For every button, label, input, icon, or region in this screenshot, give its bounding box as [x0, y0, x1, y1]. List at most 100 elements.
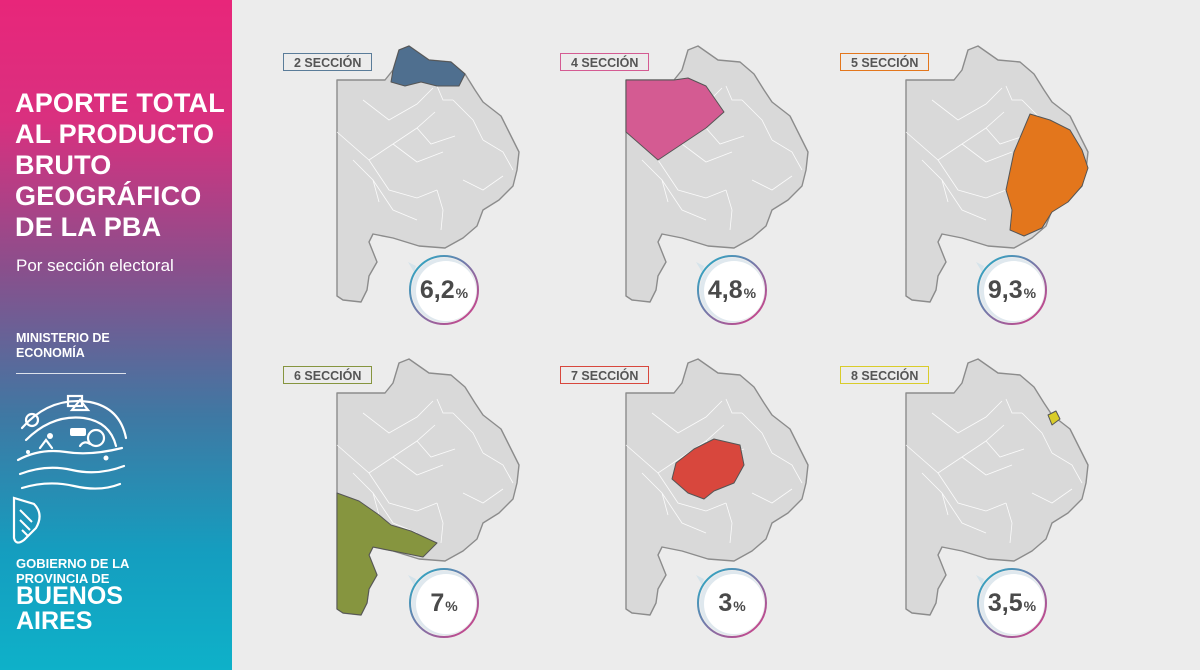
value-badge: 3%: [694, 565, 770, 641]
section-tag: 4 SECCIÓN: [560, 53, 650, 71]
badge-inner-circle: [416, 261, 476, 321]
map-shape: [625, 358, 809, 616]
badge-pointer: [408, 575, 416, 585]
section-value: 7: [430, 588, 445, 617]
highlighted-section: [671, 438, 745, 500]
badge-text: 9,3%: [974, 252, 1050, 328]
province-name: BUENOS AIRES: [16, 584, 123, 634]
badge-outer-ring: [977, 568, 1047, 638]
section-label: 7 SECCIÓN: [571, 369, 639, 383]
value-badge: 6,2%: [406, 252, 482, 328]
badge-outer-ring: [409, 255, 479, 325]
badge-text: 6,2%: [406, 252, 482, 328]
badge-ring: [696, 568, 767, 638]
province-map: [625, 358, 809, 616]
badge-pointer: [976, 262, 984, 272]
badge-pointer: [696, 262, 704, 272]
highlighted-section: [390, 45, 466, 87]
badge-inner-circle: [984, 261, 1044, 321]
badge-ring: [408, 255, 479, 325]
title-line: APORTE TOTAL: [15, 88, 225, 118]
badge-inner-circle: [416, 574, 476, 634]
map-shape: [905, 358, 1089, 616]
map-shape: [625, 45, 809, 303]
section-value: 4,8: [707, 275, 743, 304]
government-line: GOBIERNO DE LA: [16, 556, 130, 571]
map-shape: [336, 45, 520, 303]
section-tag: 6 SECCIÓN: [283, 366, 373, 384]
highlighted-section: [625, 77, 725, 161]
district-lines: [905, 398, 1083, 544]
section-label: 4 SECCIÓN: [571, 56, 639, 70]
title-line: BRUTO: [15, 150, 112, 180]
value-badge: 3,5%: [974, 565, 1050, 641]
map-shape: [336, 358, 520, 616]
ministry-label: MINISTERIO DE ECONOMÍA: [16, 331, 156, 361]
badge-outer-ring: [977, 255, 1047, 325]
province-map: [625, 45, 809, 303]
government-line: PROVINCIA DE: [16, 571, 110, 586]
map-shape: [905, 45, 1089, 303]
badge-ring: [976, 568, 1047, 638]
percent-unit: %: [455, 285, 469, 301]
section-value: 6,2: [419, 275, 455, 304]
percent-unit: %: [1023, 285, 1037, 301]
badge-ring: [696, 255, 767, 325]
ministry-line: ECONOMÍA: [16, 346, 85, 360]
percent-unit: %: [733, 598, 746, 614]
percent-unit: %: [743, 285, 757, 301]
value-badge: 9,3%: [974, 252, 1050, 328]
value-badge: 4,8%: [694, 252, 770, 328]
province-map: [336, 45, 520, 303]
section-value: 9,3: [987, 275, 1023, 304]
badge-pointer: [696, 575, 704, 585]
main-title: APORTE TOTAL AL PRODUCTO BRUTO GEOGRÁFIC…: [15, 88, 225, 243]
badge-outer-ring: [697, 255, 767, 325]
province-map: [905, 358, 1089, 616]
badge-text: 4,8%: [694, 252, 770, 328]
section-tag: 5 SECCIÓN: [840, 53, 930, 71]
badge-ring: [408, 568, 479, 638]
title-line: AL PRODUCTO: [15, 119, 215, 149]
title-line: GEOGRÁFICO: [15, 181, 202, 211]
province-line: AIRES: [16, 607, 93, 635]
highlighted-section: [1047, 410, 1061, 426]
badge-text: 7%: [406, 565, 482, 641]
title-line: DE LA PBA: [15, 212, 162, 242]
highlighted-section: [336, 492, 438, 616]
district-lines: [336, 398, 514, 544]
province-map: [336, 358, 520, 616]
sidebar: APORTE TOTAL AL PRODUCTO BRUTO GEOGRÁFIC…: [0, 0, 232, 670]
badge-inner-circle: [984, 574, 1044, 634]
highlighted-section: [1005, 113, 1089, 237]
section-tag: 7 SECCIÓN: [560, 366, 650, 384]
province-outline: [905, 358, 1089, 616]
badge-inner-circle: [704, 574, 764, 634]
section-label: 2 SECCIÓN: [294, 56, 362, 70]
section-label: 5 SECCIÓN: [851, 56, 919, 70]
value-badge: 7%: [406, 565, 482, 641]
badge-ring: [976, 255, 1047, 325]
badge-pointer: [976, 575, 984, 585]
province-crest-logo: [12, 394, 128, 544]
province-map: [905, 45, 1089, 303]
government-label: GOBIERNO DE LA PROVINCIA DE: [16, 556, 129, 586]
district-lines: [336, 85, 514, 231]
section-tag: 8 SECCIÓN: [840, 366, 930, 384]
section-value: 3,5: [987, 588, 1023, 617]
percent-unit: %: [1023, 598, 1037, 614]
province-line: BUENOS: [16, 582, 123, 610]
badge-outer-ring: [409, 568, 479, 638]
badge-outer-ring: [697, 568, 767, 638]
ministry-line: MINISTERIO DE: [16, 331, 110, 345]
subtitle: Por sección electoral: [16, 256, 174, 275]
badge-inner-circle: [704, 261, 764, 321]
badge-text: 3,5%: [974, 565, 1050, 641]
percent-unit: %: [445, 598, 458, 614]
divider: [16, 373, 126, 374]
section-value: 3: [718, 588, 733, 617]
badge-text: 3%: [694, 565, 770, 641]
section-label: 8 SECCIÓN: [851, 369, 919, 383]
section-tag: 2 SECCIÓN: [283, 53, 373, 71]
badge-pointer: [408, 262, 416, 272]
